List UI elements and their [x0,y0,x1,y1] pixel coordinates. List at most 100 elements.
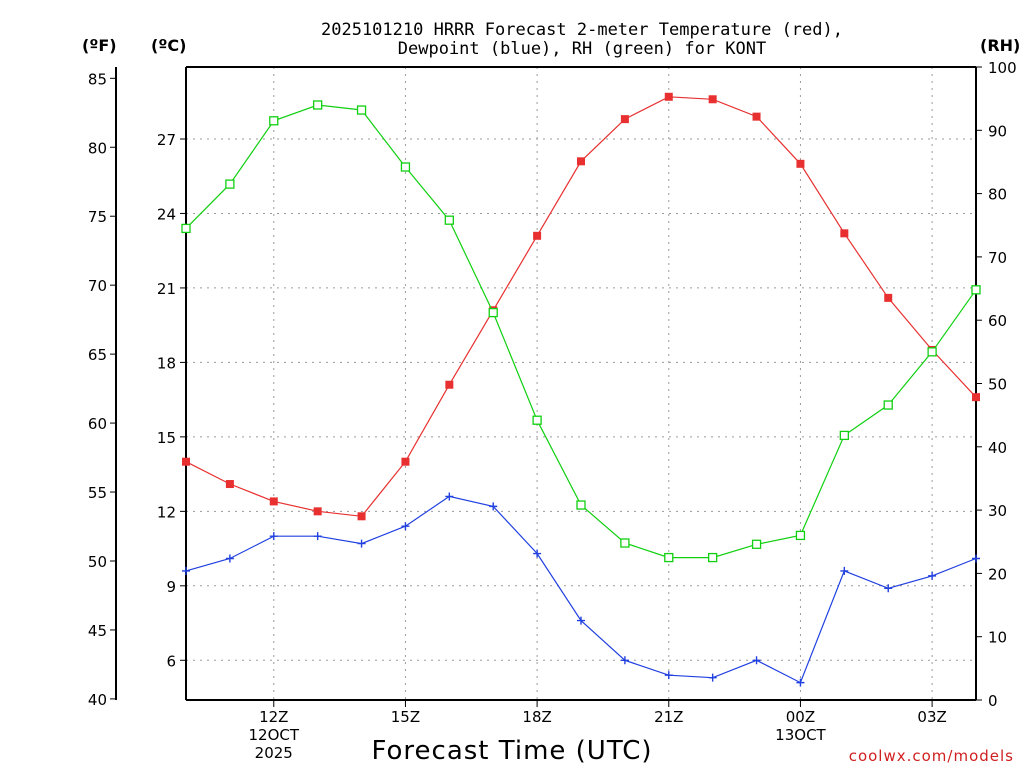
rh-tick-label: 0 [988,692,998,710]
celsius-tick-label: 15 [157,429,176,447]
series-2-meter-temperature [182,92,980,521]
data-point [225,179,235,189]
axes: 40 45 50 55 60 65 70 75 80 85 6 9 12 15 18 21 24 27 0 10 20 3… [88,59,1017,762]
data-point [577,157,585,166]
data-point [533,549,542,558]
rh-tick-label: 70 [988,249,1007,267]
celsius-tick-label: 24 [157,205,176,223]
data-point [401,522,410,531]
data-point [181,223,191,234]
rh-tick-label: 10 [988,629,1007,647]
data-point [927,347,937,357]
data-point [182,566,190,575]
rh-tick-label: 80 [988,186,1007,204]
x-axis-label: Forecast Time (UTC) [371,736,652,766]
data-point [445,492,454,501]
fahrenheit-tick-label: 85 [88,70,107,88]
data-point [577,616,585,625]
fahrenheit-tick-label: 70 [88,277,107,295]
data-point [796,678,805,687]
data-point [313,507,322,516]
data-point [752,112,761,121]
data-point [928,571,937,580]
data-point [884,293,893,302]
data-point [971,285,981,295]
data-point [488,307,498,318]
rh-unit-label: (RH) [980,36,1020,55]
data-point [839,430,849,441]
series-dewpoint [182,492,980,687]
data-point [313,100,323,110]
rh-tick-label: 90 [988,122,1007,140]
data-point [620,115,629,124]
data-point [795,530,806,541]
data-point [883,400,893,410]
fahrenheit-unit-label: (ºF) [82,36,117,55]
data-point [489,502,498,511]
fahrenheit-tick-label: 55 [88,484,107,502]
x-tick-label: 12Z [259,708,288,726]
celsius-tick-label: 12 [157,503,176,521]
x-tick-label: 2025 [255,744,293,762]
x-tick-label: 00Z [786,708,815,726]
data-point [840,566,849,575]
data-point [664,92,673,101]
data-point [972,554,980,563]
data-point [182,457,190,466]
data-point [401,457,410,466]
fahrenheit-tick-label: 75 [88,208,107,226]
data-point [313,532,322,541]
data-point [576,500,586,510]
data-point [225,480,234,489]
data-point [269,532,278,541]
data-point [708,673,717,682]
fahrenheit-tick-label: 80 [88,139,107,157]
data-point [444,215,454,225]
x-tick-label: 15Z [391,708,420,726]
x-tick-label: 12OCT [249,726,300,744]
celsius-unit-label: (ºC) [151,36,186,55]
rh-tick-label: 50 [988,376,1007,394]
series-line [185,495,977,684]
data-point [356,105,367,115]
data-point [664,552,674,563]
celsius-tick-label: 18 [157,354,176,372]
data-point [708,95,717,104]
data-point [532,415,542,425]
fahrenheit-tick-label: 45 [88,622,107,640]
data-point [840,229,849,238]
data-point [269,497,278,506]
data-point [620,656,629,665]
series-line [185,104,977,559]
x-tick-label: 13OCT [775,726,826,744]
series-layer [181,92,981,687]
data-point [533,231,542,240]
x-tick-label: 18Z [522,708,551,726]
celsius-tick-label: 9 [166,578,176,596]
credit-label: coolwx.com/models [849,747,1014,765]
data-point [884,584,893,593]
data-point [357,512,366,521]
data-point [796,159,805,168]
chart-title-line-2: Dewpoint (blue), RH (green) for KONT [398,39,766,59]
celsius-tick-label: 6 [166,652,176,670]
chart-title-line-1: 2025101210 HRRR Forecast 2-meter Tempera… [321,20,843,40]
rh-tick-label: 60 [988,312,1007,330]
data-point [357,539,366,548]
rh-tick-label: 100 [988,59,1017,77]
data-point [751,539,762,549]
fahrenheit-tick-label: 60 [88,415,107,433]
rh-tick-label: 20 [988,565,1007,583]
celsius-tick-label: 21 [157,280,176,298]
fahrenheit-tick-label: 50 [88,553,107,571]
fahrenheit-tick-label: 40 [88,691,107,709]
data-point [445,380,454,389]
fahrenheit-tick-label: 65 [88,346,107,364]
x-tick-label: 03Z [917,708,946,726]
x-tick-label: 21Z [654,708,683,726]
data-point [225,554,234,563]
data-point [752,656,761,665]
data-point [972,393,980,402]
data-point [620,538,630,548]
